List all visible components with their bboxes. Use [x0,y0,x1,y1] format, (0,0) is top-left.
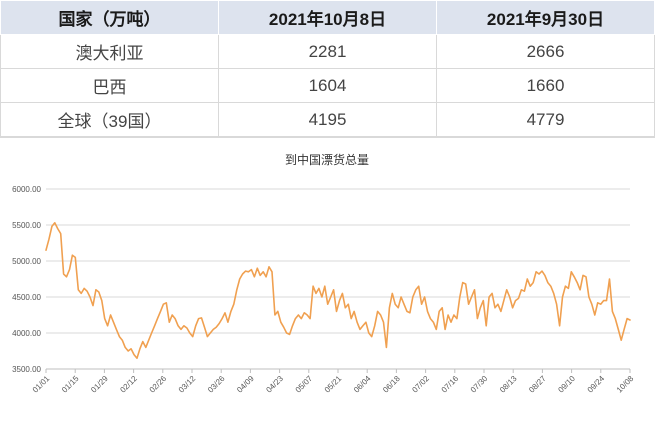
x-tick-label: 09/10 [556,374,577,395]
value-cell: 1604 [218,68,437,103]
table-row: 澳大利亚 2281 2666 [0,34,655,69]
series-line [45,222,631,359]
y-tick-label: 4500.00 [12,293,41,302]
x-tick-label: 04/09 [235,374,256,395]
x-tick-label: 03/12 [177,374,198,395]
x-tick-label: 07/30 [469,374,490,395]
table-row: 巴西 1604 1660 [0,68,655,103]
x-tick-label: 07/16 [440,374,461,395]
header-sep30: 2021年9月30日 [436,0,655,35]
country-cell: 全球（39国） [0,102,219,137]
header-oct8: 2021年10月8日 [218,0,437,35]
chart-container: 到中国漂货总量 6000.00 5500.00 5000.00 4500.00 4000… [0,137,655,417]
y-tick-label: 6000.00 [12,185,41,194]
country-cell: 巴西 [0,68,219,103]
x-tick-label: 08/13 [498,374,519,395]
y-tick-label: 5500.00 [12,221,41,230]
chart-title: 到中国漂货总量 [285,152,369,167]
line-chart: 到中国漂货总量 6000.00 5500.00 5000.00 4500.00 4000… [12,152,636,395]
x-tick-label: 04/23 [264,374,285,395]
x-tick-label: 01/29 [89,374,110,395]
header-country: 国家（万吨） [0,0,219,35]
y-tick-label: 3500.00 [12,365,41,374]
x-tick-label: 01/15 [60,374,81,395]
value-cell: 4195 [218,102,437,137]
x-tick-label: 05/21 [323,374,344,395]
x-tick-label: 03/26 [206,374,227,395]
x-tick-label: 02/12 [118,374,139,395]
y-tick-label: 5000.00 [12,257,41,266]
summary-table: 国家（万吨） 2021年10月8日 2021年9月30日 澳大利亚 2281 2… [0,0,655,137]
value-cell: 2281 [218,34,437,69]
y-tick-label: 4000.00 [12,329,41,338]
table-row: 全球（39国） 4195 4779 [0,102,655,137]
country-cell: 澳大利亚 [0,34,219,69]
x-tick-label: 01/01 [31,374,52,395]
value-cell: 2666 [436,34,655,69]
x-tick-label: 02/26 [148,374,169,395]
value-cell: 1660 [436,68,655,103]
x-tick-label: 09/24 [586,374,607,395]
x-tick-label: 08/27 [527,374,548,395]
x-tick-label: 10/08 [615,374,636,395]
x-tick-label: 06/04 [352,374,373,395]
table-header-row: 国家（万吨） 2021年10月8日 2021年9月30日 [0,0,655,35]
x-tick-label: 05/07 [294,374,315,395]
value-cell: 4779 [436,102,655,137]
x-tick-label: 07/02 [410,374,431,395]
x-tick-label: 06/18 [381,374,402,395]
